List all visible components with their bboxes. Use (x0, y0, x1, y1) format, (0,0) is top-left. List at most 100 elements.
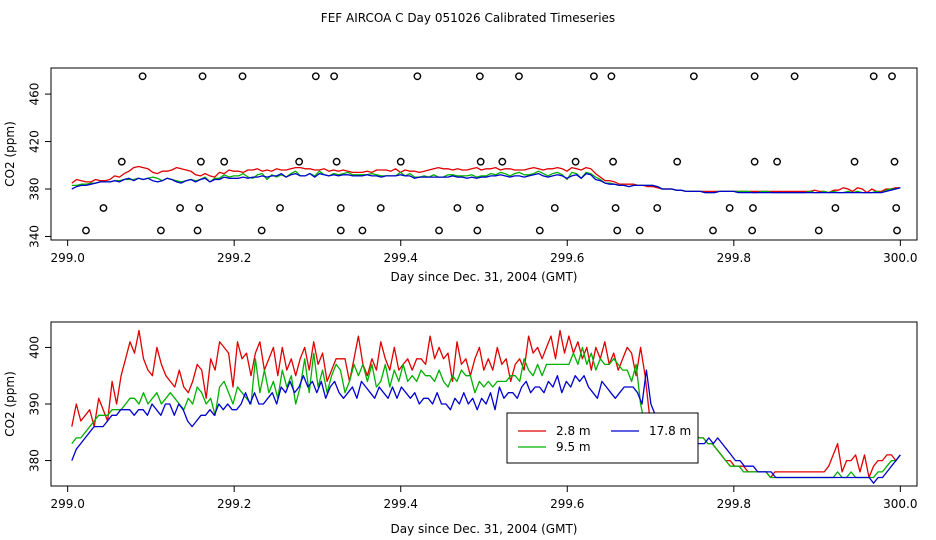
flag-point (276, 204, 284, 212)
y-tick-label: 460 (28, 83, 42, 106)
legend: 2.8 m 9.5 m 17.8 m (506, 412, 699, 464)
bottom-plot-frame (50, 321, 918, 487)
bottom-panel: 299.0 299.2 299.4 299.6 299.8 300.0 380 390 400… (3, 321, 918, 536)
series-line-2-8-m (71, 165, 901, 194)
flag-point (750, 157, 759, 166)
legend-label-2-8: 2.8 m (556, 424, 591, 438)
y-tick-label: 380 (28, 449, 42, 472)
flag-point (336, 226, 345, 235)
flag-point (257, 226, 266, 235)
x-tick-label: 299.4 (384, 497, 418, 511)
flag-point (413, 72, 422, 81)
flag-point (515, 72, 523, 81)
flag-point (890, 157, 899, 166)
flag-point (590, 72, 598, 81)
flag-point (709, 226, 717, 235)
flag-point (332, 157, 341, 166)
flag-point (376, 204, 385, 212)
flag-point (611, 204, 620, 212)
bottom-y-axis-label: CO2 (ppm) (3, 371, 17, 437)
flag-point (157, 226, 165, 235)
x-tick-label: 299.8 (717, 497, 751, 511)
flag-point (82, 226, 90, 235)
figure-title: FEF AIRCOA C Day 051026 Calibrated Times… (321, 11, 615, 25)
flag-point (196, 157, 205, 166)
series-line-17-8-m (71, 172, 901, 194)
x-tick-label: 299.2 (217, 251, 251, 265)
flag-point (193, 226, 202, 235)
flag-point (748, 226, 757, 235)
flag-point (476, 157, 485, 166)
flag-point (790, 72, 799, 81)
x-tick-label: 300.0 (883, 497, 917, 511)
top-plot-frame (50, 67, 918, 241)
top-flag-points (82, 72, 901, 235)
x-tick-label: 299.6 (550, 251, 584, 265)
flag-point (198, 72, 207, 81)
flag-point (138, 72, 147, 81)
flag-point (498, 157, 507, 166)
flag-point (473, 226, 482, 235)
x-tick-label: 299.6 (550, 497, 584, 511)
flag-point (535, 226, 544, 235)
top-panel: 299.0 299.2 299.4 299.6 299.8 300.0 340 380 420… (3, 67, 918, 284)
flag-point (689, 72, 698, 81)
top-series-lines (71, 165, 901, 194)
flag-point (238, 72, 247, 81)
flag-point (435, 226, 443, 235)
legend-label-9-5: 9.5 m (556, 440, 591, 454)
flag-point (475, 72, 484, 81)
flag-point (653, 204, 662, 212)
flag-point (773, 157, 782, 166)
flag-point (609, 157, 617, 166)
x-tick-label: 300.0 (883, 251, 917, 265)
flag-point (750, 72, 759, 81)
flag-point (475, 204, 484, 212)
flag-point (725, 204, 734, 212)
bottom-x-axis-label: Day since Dec. 31, 2004 (GMT) (391, 522, 578, 536)
flag-point (358, 226, 367, 235)
flag-point (571, 157, 580, 166)
flag-point (195, 204, 204, 212)
top-x-axis-label: Day since Dec. 31, 2004 (GMT) (391, 270, 578, 284)
flag-point (893, 226, 901, 235)
flag-point (550, 204, 559, 212)
flag-point (850, 157, 859, 166)
series-line-17-8-m (71, 369, 901, 484)
top-x-axis: 299.0 299.2 299.4 299.6 299.8 300.0 (50, 239, 918, 265)
y-tick-label: 390 (28, 393, 42, 416)
x-tick-label: 299.0 (50, 497, 84, 511)
x-tick-label: 299.2 (217, 497, 251, 511)
y-tick-label: 340 (28, 225, 42, 248)
flag-point (635, 226, 644, 235)
x-tick-label: 299.0 (50, 251, 84, 265)
flag-point (892, 204, 901, 212)
legend-label-17-8: 17.8 m (649, 424, 691, 438)
y-tick-label: 420 (28, 130, 42, 153)
flag-point (220, 157, 229, 166)
flag-point (869, 72, 878, 81)
flag-point (888, 72, 896, 81)
x-tick-label: 299.4 (384, 251, 418, 265)
flag-point (607, 72, 616, 81)
flag-point (814, 226, 823, 235)
flag-point (99, 204, 108, 212)
flag-point (749, 204, 757, 212)
top-y-axis: 340 380 420 460 (28, 83, 51, 248)
bottom-x-axis: 299.0 299.2 299.4 299.6 299.8 300.0 (50, 485, 918, 511)
bottom-y-axis: 380 390 400 (28, 336, 51, 472)
x-tick-label: 299.8 (717, 251, 751, 265)
flag-point (453, 204, 462, 212)
y-tick-label: 400 (28, 336, 42, 359)
legend-box (506, 412, 699, 464)
flag-point (396, 157, 405, 166)
flag-point (295, 157, 304, 166)
flag-point (117, 157, 126, 166)
flag-point (311, 72, 320, 81)
flag-point (336, 204, 345, 212)
flag-point (176, 204, 184, 212)
top-y-axis-label: CO2 (ppm) (3, 121, 17, 187)
flag-point (831, 204, 840, 212)
y-tick-label: 380 (28, 178, 42, 201)
